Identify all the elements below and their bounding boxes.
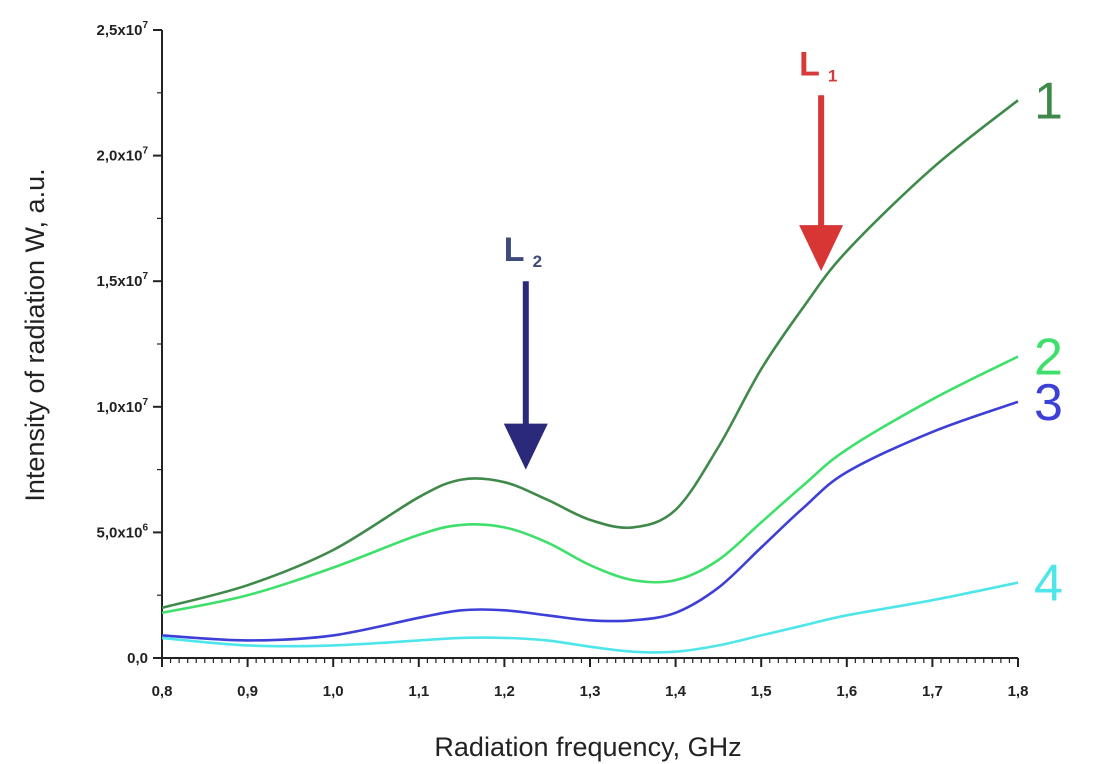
x-tick-label: 1,1 bbox=[408, 683, 429, 700]
y-tick-label: 0,0 bbox=[127, 650, 148, 667]
x-tick-label: 1,6 bbox=[836, 683, 857, 700]
x-tick-label: 1,5 bbox=[751, 683, 772, 700]
annotation-arrows: L 2 L 1 bbox=[503, 45, 844, 470]
y-tick-label: 1,5x107 bbox=[97, 271, 149, 290]
series-label-4: 4 bbox=[1034, 555, 1063, 613]
x-tick-label: 0,9 bbox=[237, 683, 258, 700]
series-lines bbox=[161, 99, 1019, 654]
x-tick-label: 1,8 bbox=[1008, 683, 1029, 700]
x-axis: 0,8 0,9 1,0 1,1 1,2 1,3 1,4 1,5 1,6 1,7 1,8 bbox=[152, 657, 1029, 700]
x-tick-label: 1,4 bbox=[665, 683, 687, 700]
series-line-4 bbox=[161, 581, 1019, 654]
x-tick-label: 1,7 bbox=[922, 683, 943, 700]
series-line-1 bbox=[161, 99, 1019, 610]
x-tick-label: 1,2 bbox=[494, 683, 515, 700]
y-tick-label: 5,0x106 bbox=[97, 522, 149, 541]
x-tick-label: 1,3 bbox=[580, 683, 601, 700]
series-label-2: 2 bbox=[1034, 329, 1063, 387]
y-tick-label: 2,5x107 bbox=[97, 20, 149, 39]
series-label-3: 3 bbox=[1034, 374, 1063, 432]
x-tick-label: 1,0 bbox=[323, 683, 344, 700]
series-line-3 bbox=[161, 400, 1019, 642]
y-tick-label: 2,0x107 bbox=[97, 146, 149, 165]
y-tick-label: 1,0x107 bbox=[97, 397, 149, 416]
series-label-1: 1 bbox=[1034, 72, 1063, 130]
x-tick-label: 0,8 bbox=[152, 683, 173, 700]
arrow-head bbox=[503, 423, 548, 470]
y-axis: 0,0 5,0x106 1,0x107 1,5x107 2,0x107 2,5x107 bbox=[97, 20, 163, 667]
series-labels: 1 23 4 bbox=[1034, 72, 1063, 612]
y-axis-title: Intensity of radiation W, a.u. bbox=[20, 168, 50, 501]
x-axis-title: Radiation frequency, GHz bbox=[434, 732, 741, 762]
series-line-2 bbox=[161, 355, 1019, 615]
arrow-head bbox=[799, 225, 844, 272]
